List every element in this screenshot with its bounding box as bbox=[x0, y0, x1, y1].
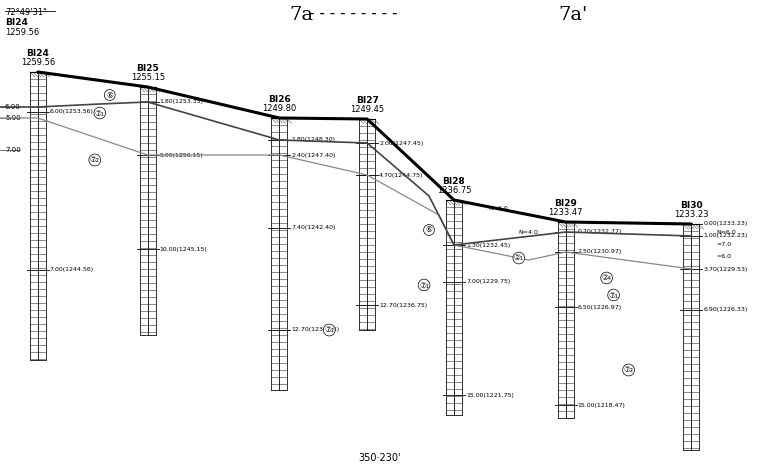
Text: ②₁: ②₁ bbox=[514, 254, 524, 263]
Text: 2.40(1247.40): 2.40(1247.40) bbox=[291, 153, 336, 158]
Text: ②₄: ②₄ bbox=[602, 273, 612, 283]
Text: =7.0: =7.0 bbox=[717, 241, 731, 247]
Text: 5.00(1250.15): 5.00(1250.15) bbox=[160, 153, 204, 158]
Text: BI24: BI24 bbox=[27, 49, 49, 58]
Text: 7.00: 7.00 bbox=[5, 147, 21, 153]
Text: 7a: 7a bbox=[290, 6, 313, 24]
Text: 12.70(1236.75): 12.70(1236.75) bbox=[291, 328, 340, 332]
Text: 15.00(1218.47): 15.00(1218.47) bbox=[578, 402, 625, 408]
Text: 1249.80: 1249.80 bbox=[262, 104, 296, 113]
Bar bbox=[140, 87, 156, 335]
Bar bbox=[683, 224, 699, 450]
Text: - - - - - - - - -: - - - - - - - - - bbox=[309, 7, 397, 22]
Text: N=6.0: N=6.0 bbox=[489, 205, 508, 211]
Text: BI27: BI27 bbox=[356, 96, 378, 105]
Text: 4.70(1244.75): 4.70(1244.75) bbox=[379, 173, 423, 177]
Text: N=4.0: N=4.0 bbox=[519, 229, 539, 234]
Text: 12.70(1236.75): 12.70(1236.75) bbox=[379, 302, 427, 307]
Text: ⑥: ⑥ bbox=[106, 90, 113, 100]
Text: 1249.45: 1249.45 bbox=[350, 105, 385, 114]
Text: ⑦₂: ⑦₂ bbox=[90, 155, 100, 164]
Text: ⑦₂: ⑦₂ bbox=[325, 326, 334, 335]
Text: ⑦₂: ⑦₂ bbox=[623, 366, 634, 374]
Text: 0.70(1232.77): 0.70(1232.77) bbox=[578, 229, 622, 234]
Bar bbox=[271, 118, 287, 390]
Text: 1.80(1253.35): 1.80(1253.35) bbox=[160, 100, 204, 104]
Text: ⑦₁: ⑦₁ bbox=[419, 280, 429, 290]
Text: 6.90(1226.33): 6.90(1226.33) bbox=[703, 307, 748, 313]
Text: 0.00(1233.23): 0.00(1233.23) bbox=[703, 221, 748, 227]
Text: ⑦₁: ⑦₁ bbox=[95, 109, 105, 117]
Text: 1259.56: 1259.56 bbox=[5, 28, 40, 37]
Text: 1.00(1232.23): 1.00(1232.23) bbox=[703, 234, 748, 239]
Text: =6.0: =6.0 bbox=[717, 254, 731, 258]
Text: 1255.15: 1255.15 bbox=[131, 73, 165, 82]
Text: 3.70(1229.53): 3.70(1229.53) bbox=[703, 266, 748, 271]
Text: 15.00(1221.75): 15.00(1221.75) bbox=[466, 393, 514, 397]
Text: 2.00(1247.45): 2.00(1247.45) bbox=[379, 140, 423, 146]
Text: BI29: BI29 bbox=[554, 199, 577, 208]
Text: 1.80(1248.30): 1.80(1248.30) bbox=[291, 138, 335, 142]
Text: 6.00: 6.00 bbox=[5, 104, 21, 110]
Text: BI26: BI26 bbox=[268, 95, 291, 104]
Text: 72°49'31": 72°49'31" bbox=[5, 8, 47, 17]
Text: BI25: BI25 bbox=[136, 64, 159, 73]
Text: 6.50(1226.97): 6.50(1226.97) bbox=[578, 305, 622, 309]
Text: 1236.75: 1236.75 bbox=[437, 186, 471, 195]
Text: 350·230': 350·230' bbox=[358, 453, 401, 463]
Text: BI24: BI24 bbox=[5, 18, 28, 27]
Text: 1259.56: 1259.56 bbox=[21, 58, 55, 67]
Text: 7a': 7a' bbox=[559, 6, 588, 24]
Text: 10.00(1245.15): 10.00(1245.15) bbox=[160, 247, 207, 251]
Text: 5.00: 5.00 bbox=[5, 115, 21, 121]
Text: 7.00(1244.56): 7.00(1244.56) bbox=[50, 268, 94, 272]
Text: ⑦₁: ⑦₁ bbox=[609, 291, 619, 300]
Text: ⑥: ⑥ bbox=[426, 226, 432, 234]
Text: 7.00(1229.75): 7.00(1229.75) bbox=[466, 279, 510, 285]
Text: 6.00(1253.56): 6.00(1253.56) bbox=[50, 110, 93, 115]
Text: 1233.47: 1233.47 bbox=[549, 208, 583, 217]
Bar bbox=[558, 222, 574, 418]
Text: 7.40(1242.40): 7.40(1242.40) bbox=[291, 226, 336, 231]
Text: BI30: BI30 bbox=[680, 201, 703, 210]
Bar bbox=[446, 200, 462, 415]
Text: 1.30(1232.45): 1.30(1232.45) bbox=[466, 242, 510, 248]
Text: N=6.0: N=6.0 bbox=[717, 229, 736, 234]
Bar bbox=[359, 119, 375, 330]
Text: 1233.23: 1233.23 bbox=[674, 210, 708, 219]
Bar bbox=[30, 72, 46, 360]
Text: 2.50(1230.97): 2.50(1230.97) bbox=[578, 249, 622, 255]
Text: BI28: BI28 bbox=[442, 177, 465, 186]
